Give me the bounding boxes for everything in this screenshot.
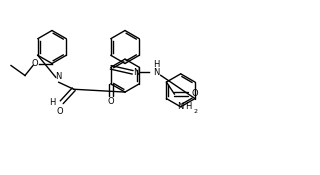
Text: O: O (108, 97, 114, 106)
Text: O: O (191, 89, 198, 98)
Text: N: N (133, 68, 140, 77)
Text: O: O (32, 59, 38, 68)
Text: N: N (177, 102, 184, 111)
Text: H: H (50, 98, 56, 107)
Text: 2: 2 (193, 108, 197, 114)
Text: N: N (154, 68, 160, 77)
Text: H: H (154, 60, 160, 69)
Text: H: H (185, 102, 192, 111)
Text: O: O (56, 107, 63, 116)
Text: N: N (56, 72, 62, 81)
